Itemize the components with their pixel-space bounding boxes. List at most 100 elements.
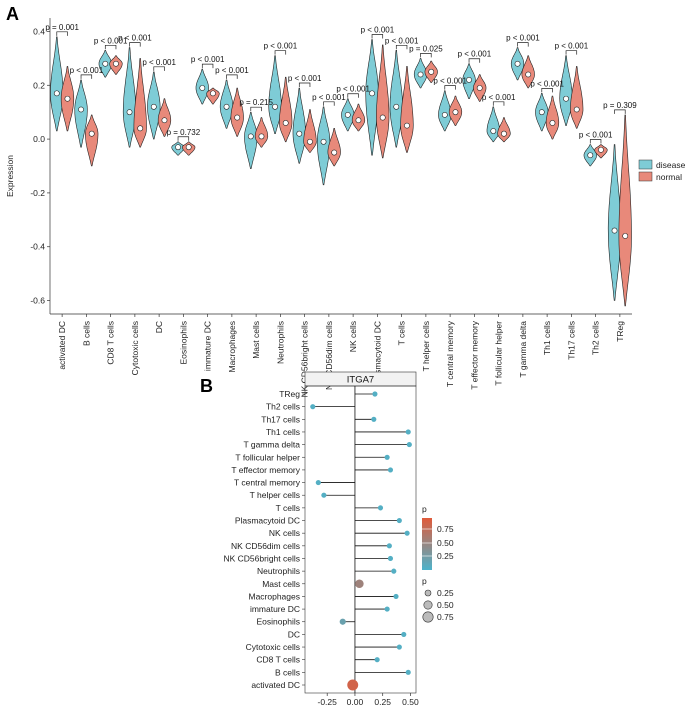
violin-disease — [365, 39, 379, 156]
p-color-legend: p 0.75 0.50 0.25 — [422, 504, 454, 570]
pvalue-label: p < 0.001 — [385, 36, 419, 45]
violin-disease-median — [344, 111, 351, 118]
violin-normal-median — [525, 71, 532, 78]
lollipop-dot — [377, 505, 384, 511]
lollipop-y-tick-label: Th17 cells — [261, 414, 300, 424]
p-color-label-050: 0.50 — [437, 538, 454, 548]
violin-x-tick-label: Macrophages — [227, 321, 237, 373]
lollipop-y-tick-label: Macrophages — [248, 591, 300, 601]
violin-disease-median — [102, 60, 109, 67]
pvalue-bracket — [80, 74, 93, 79]
lollipop-y-tick-label: NK CD56bright cells — [223, 553, 300, 563]
lollipop-y-tick-label: T effector memory — [231, 465, 300, 475]
violin-normal — [545, 95, 560, 140]
pvalue-bracket — [153, 66, 165, 71]
violin-x-tick-label: T follicular helper — [494, 321, 504, 386]
p-size-dot-025 — [424, 589, 432, 597]
violin-disease — [486, 106, 500, 143]
pvalue-bracket — [492, 101, 505, 106]
violin-x-tick-label: TReg — [615, 321, 625, 342]
violin-x-tick-label: Th17 cells — [566, 321, 576, 360]
legend-label-normal: normal — [656, 172, 682, 182]
violin-disease-median — [78, 106, 84, 113]
violin-normal — [570, 66, 584, 129]
pvalue-label: p < 0.001 — [264, 42, 298, 51]
pvalue-label: p < 0.001 — [142, 58, 176, 67]
lollipop-x-tick-label: 0.50 — [402, 697, 419, 707]
lollipop-chart: ITGA7 -0.25 0.00 0.25 0.50 TReg Th2 cells Th1… — [223, 371, 454, 707]
pvalue-bracket — [371, 34, 384, 39]
violin-legend: disease normal — [638, 159, 685, 182]
violin-normal-median — [622, 233, 629, 239]
lollipop-dot — [355, 579, 364, 589]
lollipop-x-tick-label: 0.00 — [347, 697, 364, 707]
p-size-legend: p 0.25 0.50 0.75 — [422, 576, 454, 623]
violin-normal-median — [64, 95, 71, 102]
violin-normal-median — [185, 144, 192, 151]
pvalue-label: p < 0.001 — [530, 79, 564, 88]
violin-disease-median — [199, 85, 206, 91]
violin-normal-median — [428, 68, 435, 75]
violin-x-tick-label: Neutrophils — [275, 321, 285, 364]
violin-normal-median — [307, 138, 313, 145]
p-size-dot-050 — [423, 600, 433, 610]
violin-x-tick-label: B cells — [81, 321, 91, 346]
pvalue-bracket — [347, 93, 359, 98]
lollipop-dot — [372, 391, 378, 397]
p-color-label-025: 0.25 — [437, 551, 454, 561]
pvalue-bracket — [444, 85, 456, 90]
violin-disease-median — [272, 103, 278, 110]
p-size-label-075: 0.75 — [437, 612, 454, 622]
violin-x-tick-label: immature DC — [203, 321, 213, 371]
lollipop-dot — [405, 429, 411, 435]
violin-x-tick-label: T cells — [397, 321, 407, 345]
violin-disease — [268, 55, 282, 134]
violin-normal-median — [501, 130, 507, 137]
violin-x-tick-label: NK CD56dim cells — [324, 321, 334, 390]
violin-x-tick-label: Th1 cells — [542, 321, 552, 355]
p-size-label-050: 0.50 — [437, 600, 454, 610]
pvalue-label: p < 0.001 — [312, 93, 346, 102]
violin-normal — [497, 117, 511, 143]
violin-disease — [244, 111, 258, 169]
violin-disease-median — [514, 60, 521, 67]
pvalue-label: p < 0.001 — [288, 74, 322, 83]
pvalue-label: p < 0.001 — [215, 66, 249, 75]
violin-x-tick-label: DC — [154, 321, 164, 333]
pvalue-bracket — [56, 31, 68, 36]
lollipop-y-tick-label: Eosinophils — [257, 617, 300, 627]
pvalue-label: p < 0.001 — [70, 66, 104, 75]
violin-disease-median — [320, 138, 327, 145]
pvalue-label: p < 0.001 — [336, 85, 370, 94]
violin-normal — [254, 117, 269, 148]
violin-disease-median — [611, 227, 618, 234]
violin-disease-median — [126, 109, 133, 116]
pvalue-bracket — [274, 50, 287, 55]
lollipop-dot — [315, 479, 321, 486]
violin-disease-median — [393, 103, 400, 110]
pvalue-bracket — [468, 58, 481, 63]
pvalue-bracket — [614, 109, 626, 114]
lollipop-y-tick-label: T follicular helper — [235, 452, 300, 462]
violin-normal — [85, 114, 99, 167]
pvalue-bracket — [541, 87, 553, 93]
violin-disease-median — [247, 133, 254, 140]
pvalue-label: p < 0.001 — [579, 130, 613, 139]
lollipop-y-tick-label: NK CD56dim cells — [231, 541, 300, 551]
lollipop-dot — [384, 606, 390, 612]
pvalue-bracket — [226, 74, 238, 79]
lollipop-y-tick-label: B cells — [275, 667, 300, 677]
p-color-bar — [422, 518, 432, 570]
pvalue-label: p < 0.001 — [191, 55, 225, 64]
violin-chart: 0.4 0.2 0.0 -0.2 -0.4 -0.6 p = 0.001 p < 0.001… — [5, 18, 685, 398]
violin-x-tick-label: Eosinophils — [178, 321, 188, 364]
pvalue-bracket — [323, 101, 335, 106]
lollipop-y-tick-label: Cytotoxic cells — [246, 642, 300, 652]
pvalue-label: p < 0.001 — [433, 77, 467, 86]
violin-normal-median — [404, 122, 410, 129]
violin-y-tick-label: -0.4 — [30, 242, 45, 252]
violin-disease — [122, 47, 137, 148]
lollipop-dot — [391, 568, 397, 574]
violin-x-tick-label: activated DC — [57, 321, 67, 370]
